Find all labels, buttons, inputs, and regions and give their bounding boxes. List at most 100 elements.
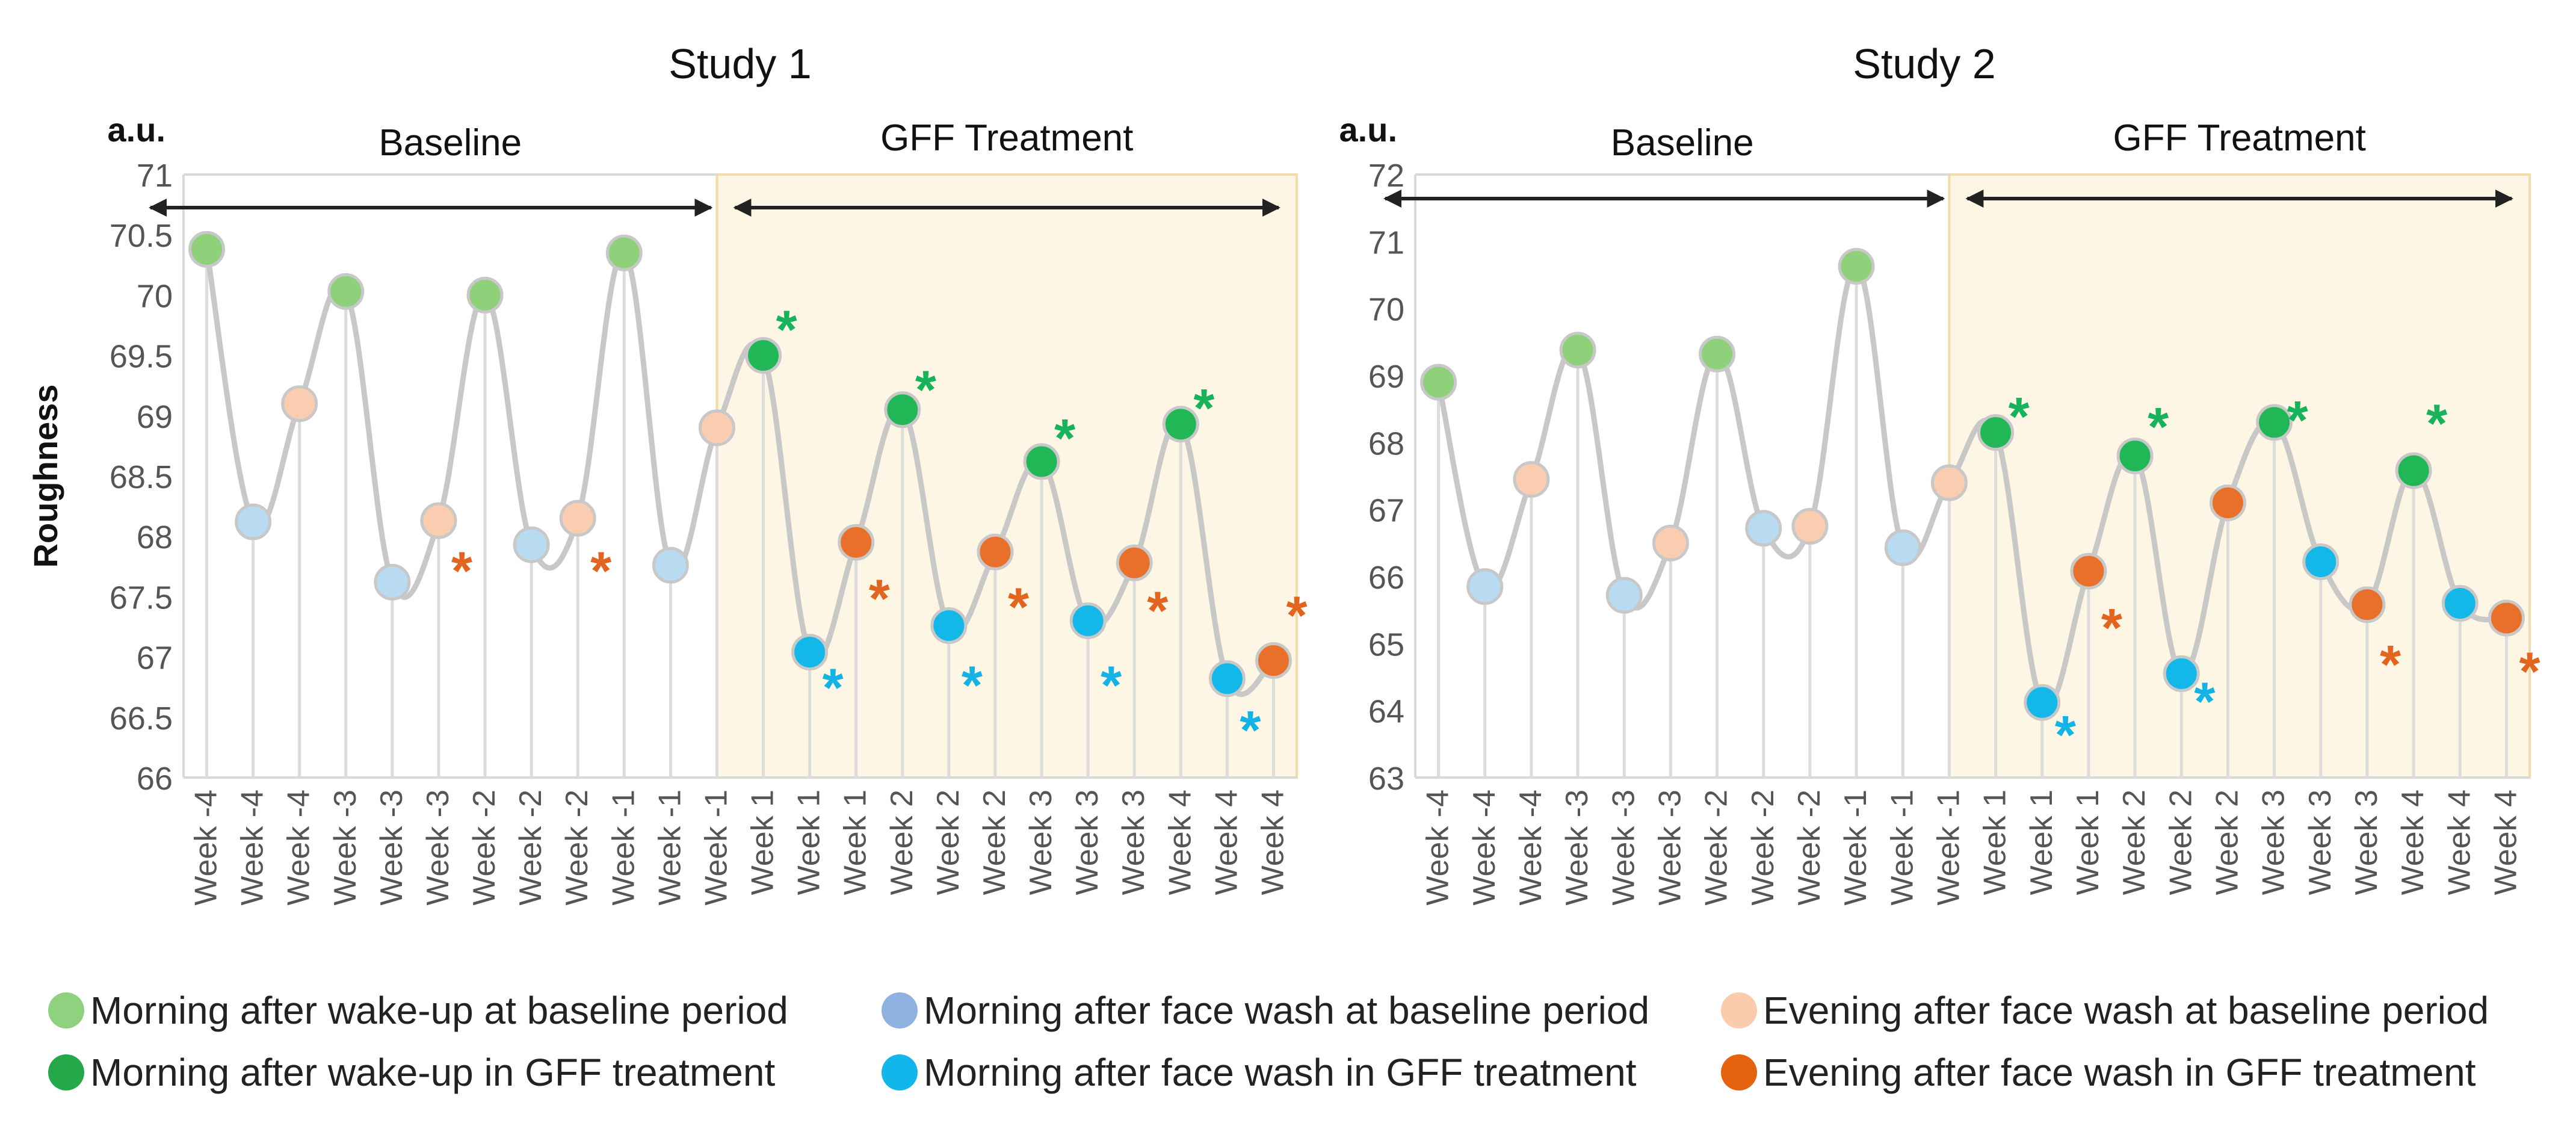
chart-title: Study 1 xyxy=(669,40,811,87)
data-point-treat-evening xyxy=(2349,586,2386,623)
data-point-treat-wash xyxy=(1069,602,1107,639)
legend-item-baseline-evening: Evening after face wash at baseline peri… xyxy=(1721,987,2563,1034)
significance-star: * xyxy=(590,541,611,601)
x-tick-label: Week 2 xyxy=(2210,790,2244,895)
y-tick-label: 71 xyxy=(1368,224,1404,261)
data-point-treat-evening xyxy=(1255,642,1292,679)
period-label-treatment: GFF Treatment xyxy=(2113,117,2366,159)
data-point-treat-wakeup xyxy=(1023,443,1060,480)
x-tick-label: Week 2 xyxy=(885,790,919,895)
x-tick-label: Week 1 xyxy=(2024,790,2059,895)
data-point-baseline-wakeup xyxy=(188,230,226,268)
treatment-region xyxy=(715,173,1299,779)
data-point-treat-wash xyxy=(1208,660,1246,697)
legend-item-baseline-wash: Morning after face wash at baseline peri… xyxy=(882,987,1721,1034)
legend-label: Morning after face wash in GFF treatment xyxy=(924,1051,1637,1094)
y-tick-label: 65 xyxy=(1368,626,1404,663)
x-tick-label: Week -1 xyxy=(1838,790,1873,906)
x-tick-label: Week -4 xyxy=(189,790,224,906)
data-point-baseline-wash xyxy=(1745,510,1782,547)
significance-star: * xyxy=(2009,387,2030,447)
series-line xyxy=(204,249,1276,697)
data-point-baseline-evening xyxy=(420,502,457,539)
legend-label: Evening after face wash in GFF treatment xyxy=(1763,1051,2476,1094)
data-point-baseline-evening xyxy=(698,409,735,447)
significance-star: * xyxy=(1147,581,1168,641)
x-tick-label: Week 2 xyxy=(931,790,966,895)
significance-star: * xyxy=(2519,642,2540,702)
significance-star: * xyxy=(1193,379,1214,439)
x-tick-label: Week 2 xyxy=(2117,790,2152,895)
x-tick-label: Week 1 xyxy=(792,790,827,895)
significance-star: * xyxy=(869,569,890,629)
y-tick-label: 66.5 xyxy=(110,701,173,737)
y-tick-label: 67 xyxy=(137,640,173,676)
x-tick-label: Week -1 xyxy=(699,790,734,906)
legend-swatch-treat-evening xyxy=(1721,1054,1757,1090)
x-tick-label: Week 3 xyxy=(1070,790,1105,895)
data-point-treat-evening xyxy=(2209,484,2246,522)
x-tick-label: Week -4 xyxy=(1513,790,1548,906)
y-tick-label: 66 xyxy=(1368,560,1404,596)
x-tick-label: Week -3 xyxy=(374,790,409,906)
x-tick-label: Week -3 xyxy=(328,790,363,906)
y-tick-label: 68 xyxy=(137,519,173,555)
x-tick-label: Week -2 xyxy=(513,790,548,906)
x-tick-label: Week -2 xyxy=(560,790,595,906)
y-tick-label: 70 xyxy=(137,278,173,314)
x-tick-label: Week 3 xyxy=(2303,790,2338,895)
x-tick-label: Week -1 xyxy=(606,790,641,906)
unit-label: a.u. xyxy=(108,111,165,149)
x-tick-label: Week 3 xyxy=(2256,790,2291,895)
significance-star: * xyxy=(776,300,797,360)
x-tick-label: Week -2 xyxy=(467,790,502,906)
x-tick-label: Week 4 xyxy=(2488,790,2523,895)
significance-star: * xyxy=(962,656,983,716)
x-tick-label: Week 1 xyxy=(1978,790,2013,895)
legend-swatch-treat-wash xyxy=(882,1054,918,1090)
y-tick-label: 64 xyxy=(1368,694,1404,730)
data-point-treat-wakeup xyxy=(745,337,782,374)
legend-swatch-baseline-wakeup xyxy=(48,992,84,1028)
unit-label: a.u. xyxy=(1339,111,1397,149)
chart-title: Study 2 xyxy=(1853,40,1995,87)
period-label-baseline: Baseline xyxy=(378,122,522,164)
data-point-baseline-evening xyxy=(1930,464,1968,501)
x-tick-label: Week -4 xyxy=(1421,790,1456,906)
data-point-baseline-wakeup xyxy=(1559,332,1596,369)
significance-star: * xyxy=(1008,577,1029,637)
data-point-treat-evening xyxy=(977,533,1014,571)
x-tick-label: Week -1 xyxy=(652,790,687,906)
data-point-treat-wakeup xyxy=(2116,438,2154,475)
x-tick-label: Week -3 xyxy=(1560,790,1595,906)
significance-star: * xyxy=(2287,391,2308,451)
data-point-baseline-wakeup xyxy=(1420,363,1457,401)
x-tick-label: Week -2 xyxy=(1699,790,1734,906)
data-point-treat-evening xyxy=(838,524,875,561)
y-tick-label: 68.5 xyxy=(110,459,173,495)
x-tick-label: Week 4 xyxy=(2442,790,2477,895)
significance-star: * xyxy=(2101,598,2122,658)
data-point-baseline-evening xyxy=(281,385,318,422)
data-point-treat-wash xyxy=(2163,655,2200,692)
x-tick-label: Week -4 xyxy=(282,790,317,906)
significance-star: * xyxy=(1240,701,1261,761)
x-tick-label: Week 2 xyxy=(2163,790,2198,895)
data-point-baseline-wash xyxy=(513,526,550,563)
significance-star: * xyxy=(2148,397,2169,457)
x-tick-label: Week 3 xyxy=(1024,790,1058,895)
data-point-treat-wakeup xyxy=(884,391,921,428)
significance-star: * xyxy=(2380,635,2401,695)
legend-item-treat-evening: Evening after face wash in GFF treatment xyxy=(1721,1049,2563,1096)
data-point-baseline-wash xyxy=(1466,568,1504,605)
data-point-baseline-wakeup xyxy=(605,234,643,271)
significance-star: * xyxy=(2194,672,2215,732)
x-tick-label: Week 4 xyxy=(1209,790,1244,895)
data-point-baseline-wakeup xyxy=(327,273,365,310)
data-point-treat-wakeup xyxy=(1162,406,1199,443)
data-point-treat-evening xyxy=(2488,599,2525,637)
x-tick-label: Week -2 xyxy=(1792,790,1827,906)
chart-panel-1: 66 66.5 67 67.5 68 68.5 69 69.5 70 70.5 71 Week -4 W… xyxy=(26,40,1308,906)
significance-star: * xyxy=(1286,586,1307,646)
